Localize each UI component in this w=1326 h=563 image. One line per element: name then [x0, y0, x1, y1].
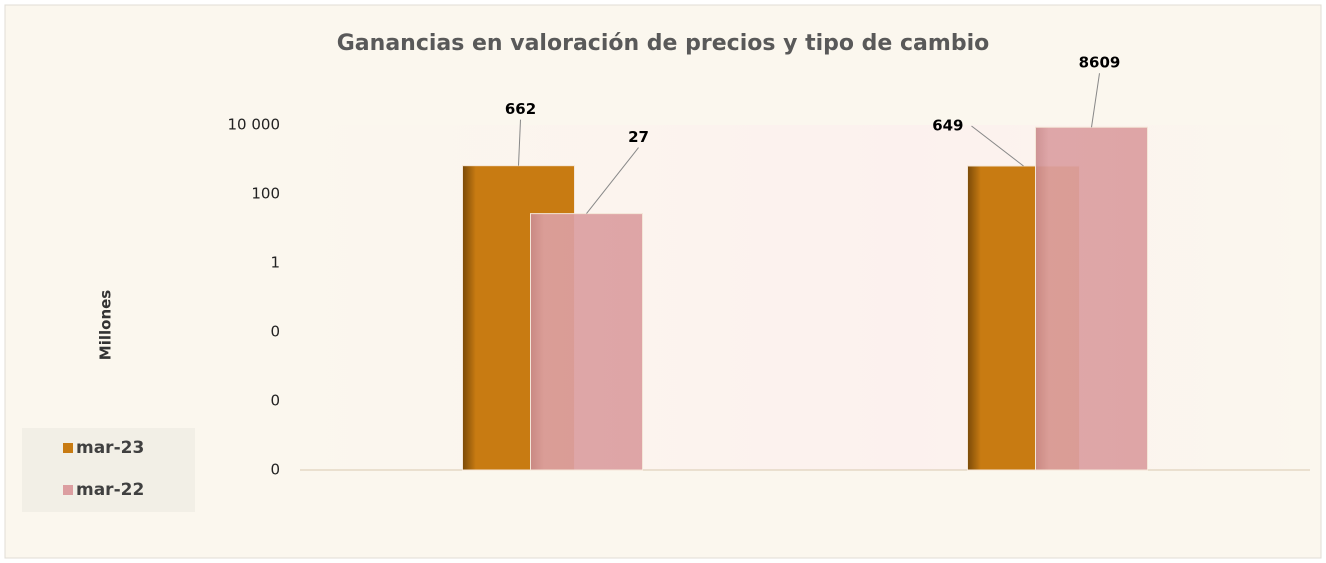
y-tick-label: 10 000 [228, 116, 281, 134]
y-tick-label: 1 [270, 254, 280, 272]
legend-swatch [63, 443, 73, 453]
leader-line [1091, 73, 1100, 128]
y-axis-label: Millones [97, 290, 115, 361]
y-tick-label: 0 [270, 392, 280, 410]
leader-line [518, 119, 521, 166]
data-label: 662 [505, 100, 536, 118]
y-tick-label: 0 [270, 323, 280, 341]
leader-line [971, 125, 1024, 167]
legend-swatch [63, 485, 73, 495]
plot-area [300, 125, 1310, 470]
chart-title: Ganancias en valoración de precios y tip… [337, 31, 989, 56]
bar [1035, 126, 1148, 471]
data-label: 8609 [1079, 54, 1121, 72]
legend [22, 428, 195, 512]
legend-label: mar-22 [76, 480, 144, 500]
data-label: 27 [628, 128, 649, 146]
y-tick-label: 100 [251, 185, 280, 203]
leader-line [586, 147, 639, 214]
data-label: 649 [932, 116, 963, 134]
bar [530, 213, 643, 471]
legend-label: mar-23 [76, 438, 144, 458]
y-tick-label: 0 [270, 461, 280, 479]
